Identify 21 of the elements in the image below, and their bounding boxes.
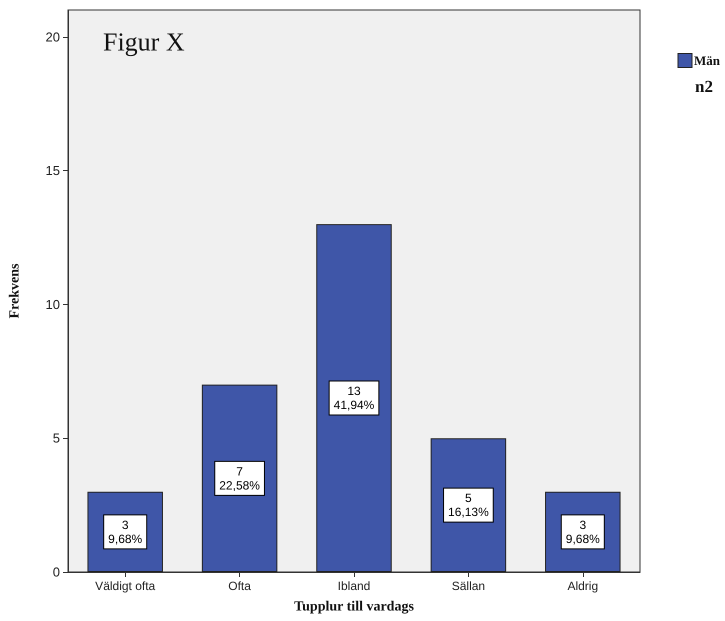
- data-label: 3 9,68%: [566, 518, 600, 546]
- y-tick-label: 10: [46, 296, 60, 312]
- y-axis-title: Frekvens: [8, 262, 22, 318]
- x-tick-label: Ofta: [228, 579, 252, 593]
- y-tick-label: 0: [52, 564, 60, 580]
- x-tick-label: Ibland: [338, 579, 370, 593]
- legend-label: Män: [694, 53, 721, 68]
- x-tick-label: Väldigt ofta: [95, 579, 156, 593]
- text: Figur X: [103, 28, 185, 56]
- data-label: 13 41,94%: [334, 384, 375, 412]
- x-tick-label: Sällan: [452, 579, 486, 593]
- x-tick-label: Aldrig: [567, 579, 598, 593]
- y-tick-label: 20: [46, 29, 60, 44]
- data-label: 3 9,68%: [108, 518, 143, 546]
- data-label: 7 22,58%: [219, 464, 260, 492]
- data-label: 5 16,13%: [448, 491, 490, 520]
- legend-title: n2: [695, 77, 714, 96]
- bar: [316, 224, 392, 572]
- y-tick-label: 5: [52, 430, 60, 446]
- x-axis-title: Tupplur till vardags: [294, 600, 414, 614]
- y-tick-label: 15: [46, 163, 60, 178]
